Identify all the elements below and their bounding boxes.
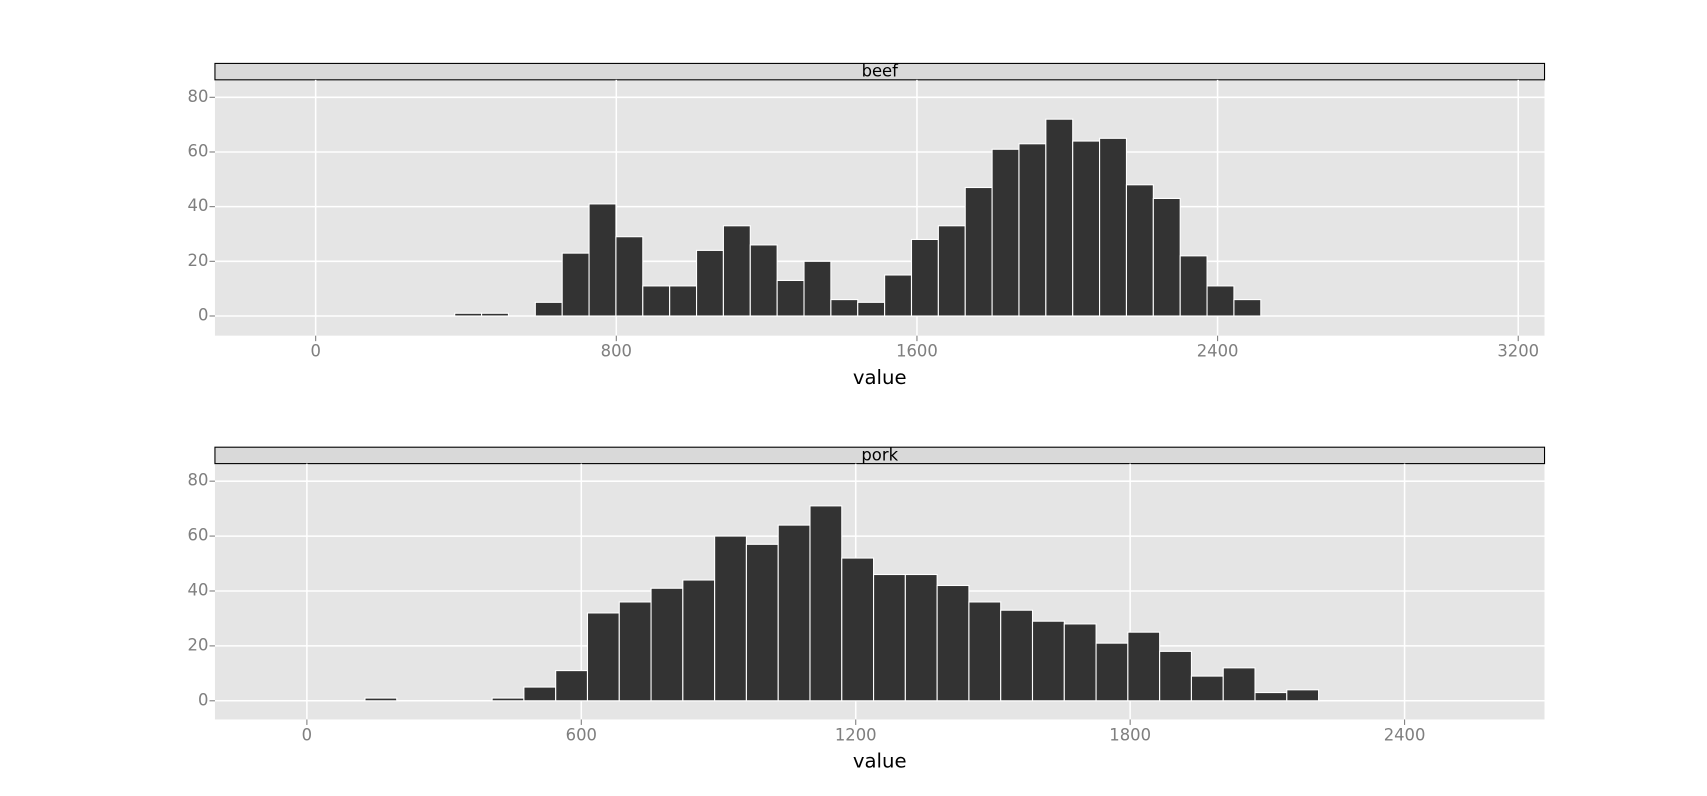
y-tick-label: 60 [188,141,209,160]
bar [555,670,589,702]
bar [1031,620,1065,702]
bar [615,236,644,317]
y-tick-label: 40 [188,196,209,215]
strip [214,446,1546,465]
bar [1190,675,1224,702]
x-tick-label: 0 [302,725,312,744]
x-tick-label: 600 [566,725,597,744]
bar [1254,692,1288,702]
bar [904,573,938,702]
bar [1000,609,1034,702]
bar [749,244,778,317]
bar [1152,197,1181,317]
bar [1018,143,1047,317]
strip-label: pork [861,445,898,464]
strip-label: beef [862,62,900,81]
bar [714,535,747,702]
bar [722,225,751,317]
x-tick-label: 1600 [896,342,938,361]
bar [1095,642,1129,702]
bar [1206,285,1235,317]
bar [1233,299,1262,317]
bar [1159,650,1192,702]
bar [936,584,970,702]
bar [776,279,805,317]
bar [910,238,939,317]
x-tick-label: 1800 [1109,725,1151,744]
x-tick-label: 2400 [1197,342,1239,361]
x-axis-title: value [853,750,907,773]
bar [841,557,875,702]
x-tick-label: 2400 [1384,725,1426,744]
y-tick-label: 40 [188,580,209,599]
bar [803,260,832,317]
bar [491,697,525,702]
bar [523,686,557,702]
strip [214,62,1546,81]
y-tick-label: 0 [198,305,208,324]
bar [454,312,483,317]
bar [830,299,859,317]
bar [1045,118,1074,317]
x-tick-label: 3200 [1497,342,1539,361]
bar [682,579,716,702]
bar [364,697,398,702]
bar [884,274,913,317]
x-tick-label: 800 [601,342,632,361]
bar [809,505,843,702]
bar [777,524,811,702]
x-tick-label: 1200 [835,725,877,744]
bar [937,225,966,317]
panel [214,79,1545,336]
x-tick-label: 0 [310,342,320,361]
bar [1222,667,1256,702]
bar [586,612,620,702]
bar [1286,689,1320,702]
bar [1063,623,1097,702]
bar [1099,137,1128,317]
bar [618,601,652,702]
bar [964,186,993,317]
bar [857,301,886,317]
x-axis-title: value [853,366,907,389]
bar [1127,631,1161,702]
bar [481,312,509,317]
bar [745,543,779,702]
y-tick-label: 60 [188,526,209,545]
y-tick-label: 20 [188,635,209,654]
bar [650,587,684,702]
bar [1072,140,1101,317]
bar [968,601,1002,702]
bar [991,148,1020,317]
bar [561,252,590,317]
bar [669,285,698,317]
y-tick-label: 80 [188,471,209,490]
y-tick-label: 20 [188,251,209,270]
bar [642,285,671,317]
bar [534,301,563,317]
bar [873,573,906,702]
y-tick-label: 80 [188,87,209,106]
bar [695,249,724,317]
y-tick-label: 0 [198,690,208,709]
bar [1125,184,1154,317]
bar [1179,255,1208,317]
bar [588,203,617,317]
